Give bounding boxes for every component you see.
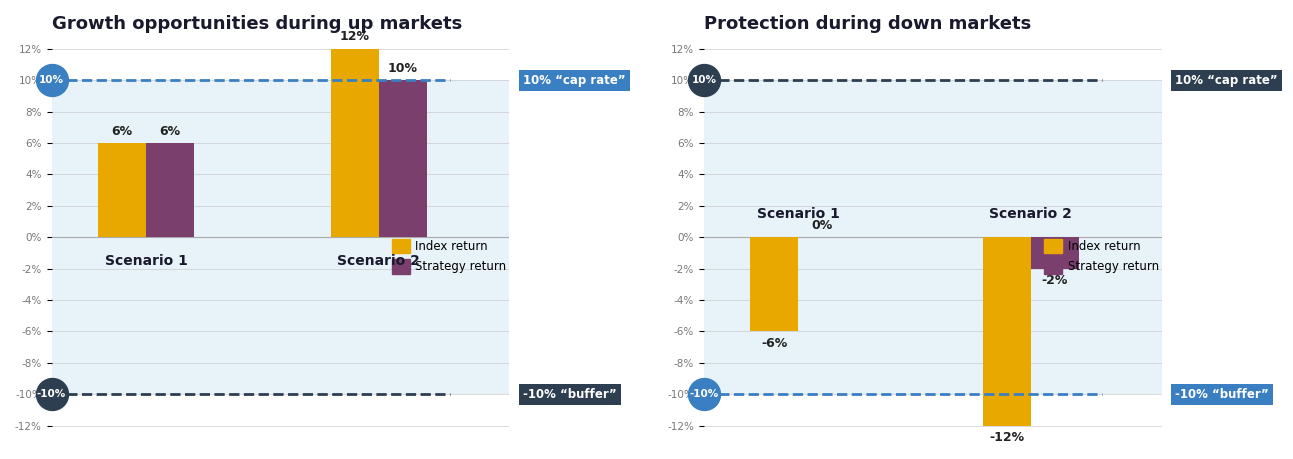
Legend: Index return, Strategy return: Index return, Strategy return	[387, 235, 511, 279]
Text: 6%: 6%	[111, 124, 133, 138]
Text: -10%: -10%	[37, 389, 66, 399]
Bar	[98, 143, 146, 237]
Text: Scenario 2: Scenario 2	[337, 254, 420, 268]
Text: 0%: 0%	[812, 219, 833, 232]
Text: 10%: 10%	[692, 75, 716, 85]
Text: 10% “cap rate”: 10% “cap rate”	[524, 74, 626, 87]
Text: Protection during down markets: Protection during down markets	[703, 15, 1032, 33]
Text: Scenario 1: Scenario 1	[105, 254, 187, 268]
Bar	[379, 80, 427, 237]
Text: -12%: -12%	[989, 431, 1024, 444]
Legend: Index return, Strategy return: Index return, Strategy return	[1040, 235, 1164, 279]
Text: Scenario 1: Scenario 1	[756, 207, 840, 221]
Bar	[983, 237, 1031, 425]
Bar	[750, 237, 798, 331]
Bar	[146, 143, 194, 237]
Text: 10%: 10%	[39, 75, 65, 85]
Bar	[1031, 237, 1078, 269]
Text: -6%: -6%	[762, 337, 787, 350]
Text: -2%: -2%	[1042, 274, 1068, 287]
Text: -10%: -10%	[689, 389, 719, 399]
Text: -10% “buffer”: -10% “buffer”	[1175, 388, 1270, 401]
Bar	[331, 49, 379, 237]
Text: Growth opportunities during up markets: Growth opportunities during up markets	[52, 15, 462, 33]
Text: 10% “cap rate”: 10% “cap rate”	[1175, 74, 1277, 87]
Text: 10%: 10%	[388, 62, 418, 75]
Text: Scenario 2: Scenario 2	[989, 207, 1072, 221]
Bar	[703, 80, 1161, 394]
Text: -10% “buffer”: -10% “buffer”	[524, 388, 617, 401]
Bar	[52, 80, 509, 394]
Text: 6%: 6%	[159, 124, 181, 138]
Text: 12%: 12%	[340, 30, 370, 43]
